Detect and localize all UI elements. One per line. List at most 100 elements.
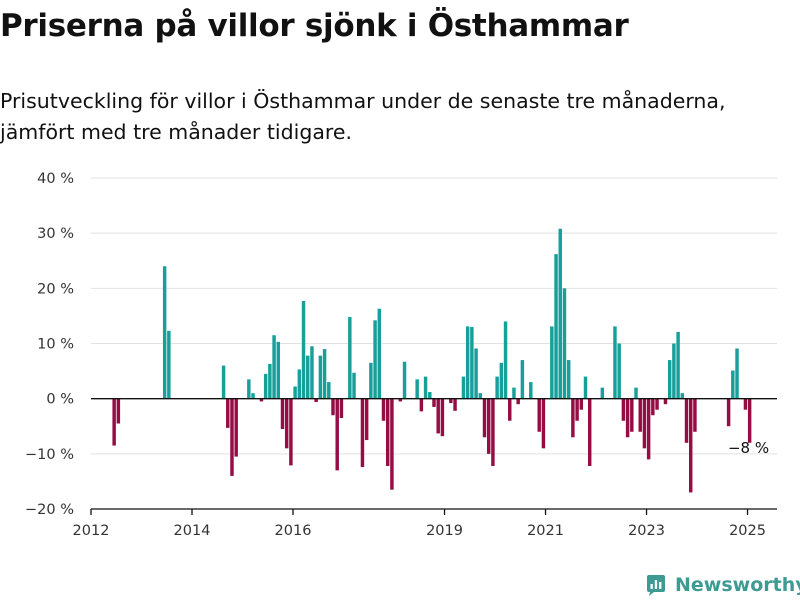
- bar: [385, 398, 390, 466]
- bar: [495, 376, 499, 399]
- x-tick-label: 2025: [729, 523, 766, 539]
- bar: [449, 398, 453, 404]
- bar: [566, 360, 571, 399]
- last-value-label: −8 %: [728, 439, 769, 457]
- bar: [735, 348, 739, 399]
- bar: [550, 326, 554, 399]
- y-tick-label: 0 %: [46, 392, 74, 408]
- bar: [499, 362, 504, 399]
- bar: [415, 379, 419, 399]
- chart-subtitle: Prisutveckling för villor i Östhammar un…: [0, 89, 726, 144]
- bar: [693, 398, 697, 432]
- bar: [112, 398, 116, 446]
- bar: [478, 393, 483, 399]
- y-tick-label: 40 %: [37, 171, 74, 187]
- bar: [369, 362, 373, 399]
- bar: [625, 398, 630, 438]
- newsworthy-logo-icon: [647, 575, 665, 596]
- bar: [470, 326, 474, 399]
- bar: [419, 398, 424, 412]
- bar: [348, 317, 352, 399]
- bar: [731, 370, 735, 399]
- bar: [251, 393, 255, 399]
- bar: [503, 321, 508, 399]
- bar: [667, 360, 672, 399]
- bar: [453, 398, 457, 411]
- y-tick-label: 20 %: [37, 281, 74, 297]
- x-tick-label: 2021: [527, 523, 564, 539]
- bar: [381, 398, 386, 421]
- bar: [339, 398, 344, 418]
- bar: [583, 376, 588, 399]
- bar: [423, 376, 428, 399]
- y-tick-label: 10 %: [37, 337, 74, 353]
- annotations: −8 %: [728, 439, 769, 457]
- x-tick-label: 2014: [174, 523, 211, 539]
- x-tick-label: 2023: [628, 523, 665, 539]
- bar: [360, 398, 365, 468]
- bar: [537, 398, 541, 432]
- brand-name: Newsworthy: [675, 574, 800, 596]
- bar: [289, 398, 293, 466]
- bar: [322, 349, 327, 399]
- bar: [167, 330, 171, 399]
- bar: [293, 386, 297, 399]
- bar: [486, 398, 491, 454]
- bar: [465, 326, 470, 399]
- bar: [651, 398, 655, 416]
- bar: [364, 398, 369, 441]
- bar: [634, 387, 638, 399]
- bar: [554, 254, 558, 399]
- grid-lines: [91, 177, 777, 455]
- x-tick-label: 2012: [73, 523, 110, 539]
- bar: [474, 348, 478, 399]
- bar: [630, 398, 634, 432]
- bar: [621, 398, 626, 421]
- bar: [747, 398, 752, 443]
- y-tick-label: −10 %: [25, 447, 74, 463]
- bar: [440, 398, 445, 437]
- bar: [516, 398, 520, 405]
- bar: [276, 341, 281, 399]
- y-tick-label: 30 %: [37, 226, 74, 242]
- bar: [436, 398, 440, 434]
- bar: [529, 382, 533, 399]
- bar: [226, 398, 230, 428]
- x-tick-label: 2016: [275, 523, 312, 539]
- bar: [617, 343, 621, 399]
- bar: [402, 361, 407, 399]
- bar: [743, 398, 748, 410]
- bar: [162, 266, 167, 399]
- bar: [571, 398, 575, 438]
- bar: [310, 346, 314, 399]
- bar: [638, 398, 642, 432]
- bar: [284, 398, 289, 449]
- bar: [230, 398, 234, 476]
- bar: [689, 398, 693, 493]
- bar: [259, 398, 264, 402]
- bar: [600, 387, 605, 399]
- bar: [461, 376, 466, 399]
- bar-chart: −20 % −10 % 0 % 10 % 20 % 30 % 40 % 2012 2014 201…: [25, 171, 777, 539]
- bar: [684, 398, 689, 443]
- axes: −20 % −10 % 0 % 10 % 20 % 30 % 40 % 2012 2014 201…: [25, 171, 777, 539]
- newsworthy-brand[interactable]: Newsworthy: [645, 570, 800, 600]
- bar: [331, 398, 335, 416]
- bar: [373, 320, 377, 399]
- bar: [247, 379, 251, 399]
- bar: [398, 398, 403, 402]
- bars: [112, 228, 752, 493]
- bar: [272, 335, 276, 399]
- bar: [491, 398, 495, 466]
- bar: [613, 326, 617, 399]
- bar: [655, 398, 659, 410]
- bar: [116, 398, 121, 424]
- bar: [646, 398, 651, 460]
- bar: [428, 392, 432, 399]
- bar: [297, 369, 302, 399]
- bar: [335, 398, 339, 471]
- chart-title: Priserna på villor sjönk i Östhammar: [0, 8, 629, 44]
- bar: [377, 308, 382, 399]
- bar: [314, 398, 318, 402]
- bar: [352, 372, 356, 399]
